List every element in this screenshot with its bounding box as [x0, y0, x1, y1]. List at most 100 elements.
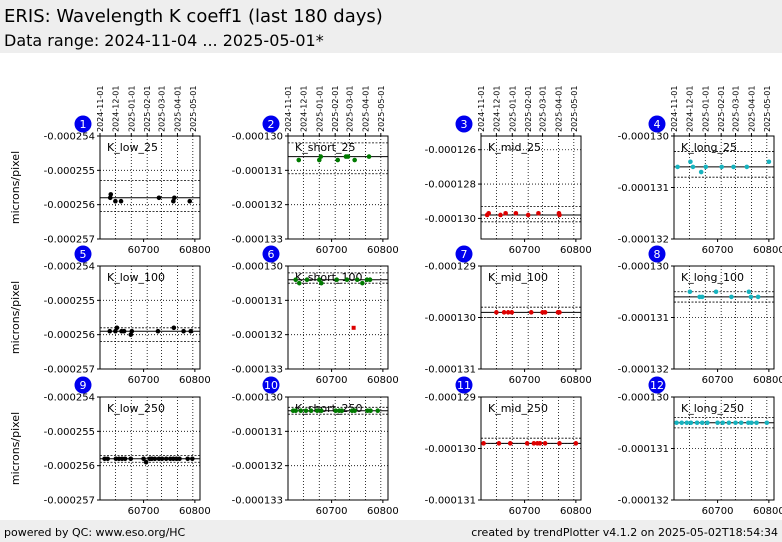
- data-point: [481, 441, 486, 446]
- date-tick-label: 2025-05-01: [763, 86, 772, 133]
- data-point: [509, 310, 515, 315]
- panel-number-badge: [455, 115, 473, 133]
- data-point: [360, 280, 365, 286]
- x-tick-label: 60800: [367, 245, 399, 256]
- data-point: [713, 289, 719, 295]
- panel-number: 11: [457, 379, 471, 392]
- data-point: [507, 441, 513, 446]
- date-tick-label: 2025-05-01: [570, 86, 579, 133]
- x-tick-label: 60800: [179, 375, 211, 386]
- data-point: [557, 310, 562, 315]
- date-tick-label: 2025-04-01: [554, 86, 563, 133]
- panel-number-badge: [648, 115, 666, 133]
- date-tick-label: 2025-04-01: [361, 86, 370, 133]
- data-point: [528, 310, 534, 315]
- data-point: [156, 195, 162, 201]
- panel-8: -0.000130 -0.000131 -0.000132 60700 60800 8 K_…: [618, 245, 782, 386]
- panel-label: K_mid_100: [488, 271, 548, 284]
- data-point: [501, 310, 507, 315]
- data-point: [542, 310, 548, 315]
- x-tick-label: 60800: [753, 375, 782, 386]
- y-tick-label: -0.000132: [232, 200, 283, 211]
- panel-number-badge: [262, 376, 280, 394]
- data-point: [155, 328, 161, 334]
- data-point: [699, 420, 705, 426]
- data-point: [513, 210, 519, 216]
- x-tick-label: 60700: [509, 245, 541, 256]
- panel-number: 1: [80, 118, 87, 131]
- date-tick-label: 2025-01-01: [701, 86, 710, 133]
- data-point: [719, 164, 724, 170]
- data-point: [748, 294, 754, 300]
- data-point: [494, 310, 499, 315]
- panel-label: K_long_250: [681, 402, 744, 415]
- x-tick-label: 60700: [316, 245, 348, 256]
- date-tick-label: 2025-04-01: [173, 86, 182, 133]
- data-point: [375, 408, 381, 414]
- axes-frame: [287, 135, 389, 240]
- date-tick-label: 2024-11-01: [284, 86, 293, 133]
- x-tick-label: 60800: [367, 375, 399, 386]
- date-tick-label: 2025-03-01: [539, 86, 548, 133]
- data-point: [524, 441, 530, 446]
- data-point: [318, 154, 324, 159]
- data-point: [754, 420, 759, 426]
- data-point: [314, 408, 320, 414]
- y-tick-label: -0.000132: [618, 235, 669, 246]
- y-tick-label: -0.000131: [232, 427, 283, 438]
- data-point: [687, 289, 693, 295]
- y-tick-label: -0.000130: [425, 214, 476, 225]
- y-axis-label: microns/pixel: [9, 281, 22, 354]
- axes-frame: [99, 396, 201, 501]
- data-point: [177, 456, 182, 462]
- y-tick-label: -0.000129: [425, 262, 476, 273]
- panel-label: K_low_100: [107, 271, 165, 284]
- data-point: [733, 420, 738, 426]
- x-tick-label: 60800: [367, 506, 399, 517]
- data-point: [738, 420, 744, 426]
- date-tick-label: 2025-05-01: [189, 86, 198, 133]
- panel-3: -0.000126 -0.000128 -0.000130 60700 60800 202…: [425, 85, 592, 256]
- date-tick-label: 2024-11-01: [477, 86, 486, 133]
- y-tick-label: -0.000130: [618, 262, 669, 273]
- data-point: [308, 408, 314, 414]
- data-point: [766, 159, 772, 165]
- y-tick-label: -0.000254: [44, 262, 95, 273]
- y-tick-label: -0.000131: [618, 183, 669, 194]
- y-tick-label: -0.000131: [232, 166, 283, 177]
- y-tick-label: -0.000130: [618, 393, 669, 404]
- panel-number-badge: [74, 115, 92, 133]
- panel-9: -0.000254 -0.000255 -0.000256 -0.000257 6070…: [9, 376, 211, 517]
- y-tick-label: -0.000254: [44, 393, 95, 404]
- panel-number-badge: [74, 376, 92, 394]
- x-tick-label: 60700: [702, 245, 734, 256]
- date-tick-label: 2025-03-01: [158, 86, 167, 133]
- panel-number: 12: [650, 379, 664, 392]
- data-point: [163, 456, 169, 462]
- y-tick-label: -0.000130: [425, 313, 476, 324]
- panel-label: K_short_100: [295, 271, 362, 284]
- x-tick-label: 60700: [316, 375, 348, 386]
- data-point: [121, 328, 127, 334]
- y-tick-label: -0.000131: [618, 444, 669, 455]
- data-point: [113, 328, 118, 334]
- date-tick-label: 2025-01-01: [127, 86, 136, 133]
- data-point: [694, 420, 700, 426]
- data-point: [703, 164, 709, 170]
- data-point: [352, 157, 357, 163]
- x-tick-label: 60700: [509, 506, 541, 517]
- data-point: [152, 456, 158, 462]
- y-tick-label: -0.000256: [44, 330, 95, 341]
- panel-7: -0.000129 -0.000130 -0.000131 60700 60800 7 K_…: [425, 245, 592, 386]
- data-point: [108, 192, 114, 197]
- data-point: [368, 408, 373, 414]
- data-point: [755, 294, 761, 300]
- panel-number: 3: [461, 118, 468, 131]
- panel-label: K_low_250: [107, 402, 165, 415]
- data-point: [498, 212, 503, 218]
- axes-frame: [480, 135, 582, 240]
- data-point: [293, 277, 298, 283]
- data-point: [764, 420, 770, 426]
- axes-frame: [287, 265, 389, 370]
- data-point: [675, 164, 680, 170]
